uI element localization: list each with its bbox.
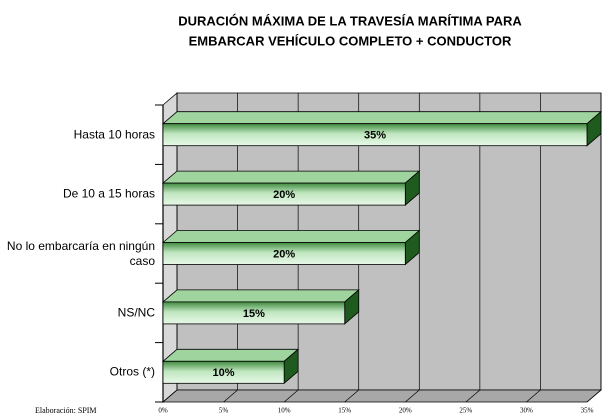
bar-top — [161, 170, 421, 184]
bar — [162, 182, 406, 206]
chart-title: DURACIÓN MÁXIMA DE LA TRAVESÍA MARÍTIMA … — [178, 13, 522, 28]
x-tick-label: 5% — [219, 407, 229, 415]
y-tick-label: No lo embarcaría en ningún caso — [6, 238, 155, 268]
y-tick-label: NS/NC — [117, 305, 155, 320]
floor-grid-line — [465, 389, 481, 403]
floor — [161, 389, 603, 403]
value-label: 20% — [273, 189, 295, 201]
value-label: 10% — [213, 367, 235, 379]
floor-grid-line — [405, 389, 420, 403]
x-tick-label: 20% — [399, 407, 412, 415]
floor-grid-line — [586, 389, 602, 403]
floor-grid-line — [223, 389, 238, 403]
source-note: Elaboración: SPIM — [35, 406, 97, 415]
bar-top — [161, 111, 603, 125]
bar — [162, 301, 346, 325]
x-tick-label: 15% — [338, 407, 351, 415]
chart-title: EMBARCAR VEHÍCULO COMPLETO + CONDUCTOR — [189, 33, 512, 48]
bar — [162, 242, 406, 265]
y-tick-label: De 10 a 15 horas — [62, 186, 155, 201]
floor-grid-line — [526, 389, 541, 403]
bar-top — [161, 230, 421, 243]
x-tick-label: 35% — [581, 407, 594, 415]
x-tick-label: 30% — [520, 407, 533, 415]
x-tick-label: 10% — [278, 407, 291, 415]
bar-top — [161, 348, 300, 362]
value-label: 15% — [243, 308, 265, 320]
x-tick-label: 0% — [158, 407, 168, 415]
floor-grid-line — [283, 389, 299, 403]
floor-grid-line — [344, 389, 359, 403]
floor-grid-line — [162, 389, 178, 403]
x-tick-label: 25% — [459, 407, 472, 415]
bar — [162, 360, 285, 384]
bar — [162, 123, 588, 147]
bar-top — [161, 289, 360, 303]
y-tick-label: Otros (*) — [109, 364, 155, 379]
y-tick-label: Hasta 10 horas — [73, 127, 155, 142]
value-label: 35% — [364, 130, 386, 142]
value-label: 20% — [273, 248, 295, 260]
